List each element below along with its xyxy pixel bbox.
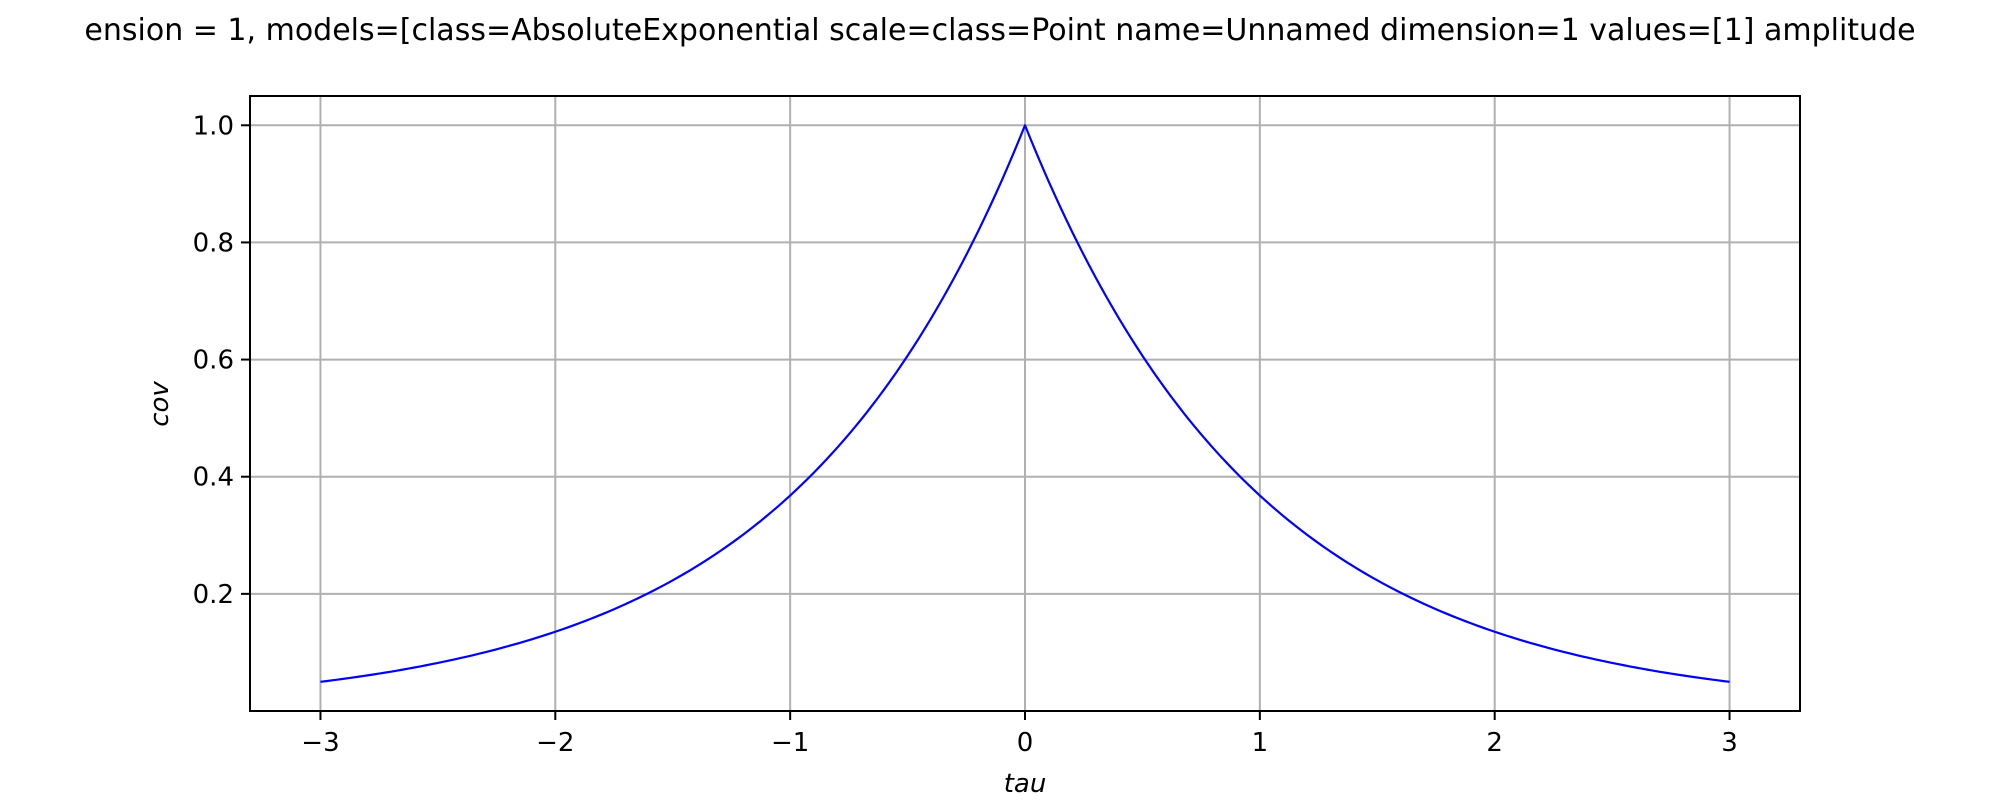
x-tick-label: 0 [1017, 728, 1034, 758]
y-axis-title: cov [145, 381, 175, 427]
x-tick-label: −3 [301, 728, 339, 758]
y-tick-label: 1.0 [193, 111, 234, 141]
x-tick-label: −2 [536, 728, 574, 758]
x-tick-label: 2 [1486, 728, 1503, 758]
x-axis-title: tau [1004, 769, 1047, 799]
chart-title: ension = 1, models=[class=AbsoluteExpone… [84, 13, 1915, 48]
grid [250, 96, 1800, 711]
series-line [320, 124, 1730, 683]
x-tick-label: 3 [1721, 728, 1738, 758]
x-tick-label: −1 [771, 728, 809, 758]
x-tick-label: 1 [1252, 728, 1269, 758]
y-tick-label: 0.4 [193, 463, 234, 493]
axis-ticks: −3 −2 −1 0 1 2 3 0.2 0.4 0.6 0.8 1.0 [193, 111, 1738, 758]
y-tick-label: 0.8 [193, 228, 234, 258]
y-tick-label: 0.2 [193, 580, 234, 610]
series-layer [320, 124, 1730, 683]
y-tick-label: 0.6 [193, 346, 234, 376]
